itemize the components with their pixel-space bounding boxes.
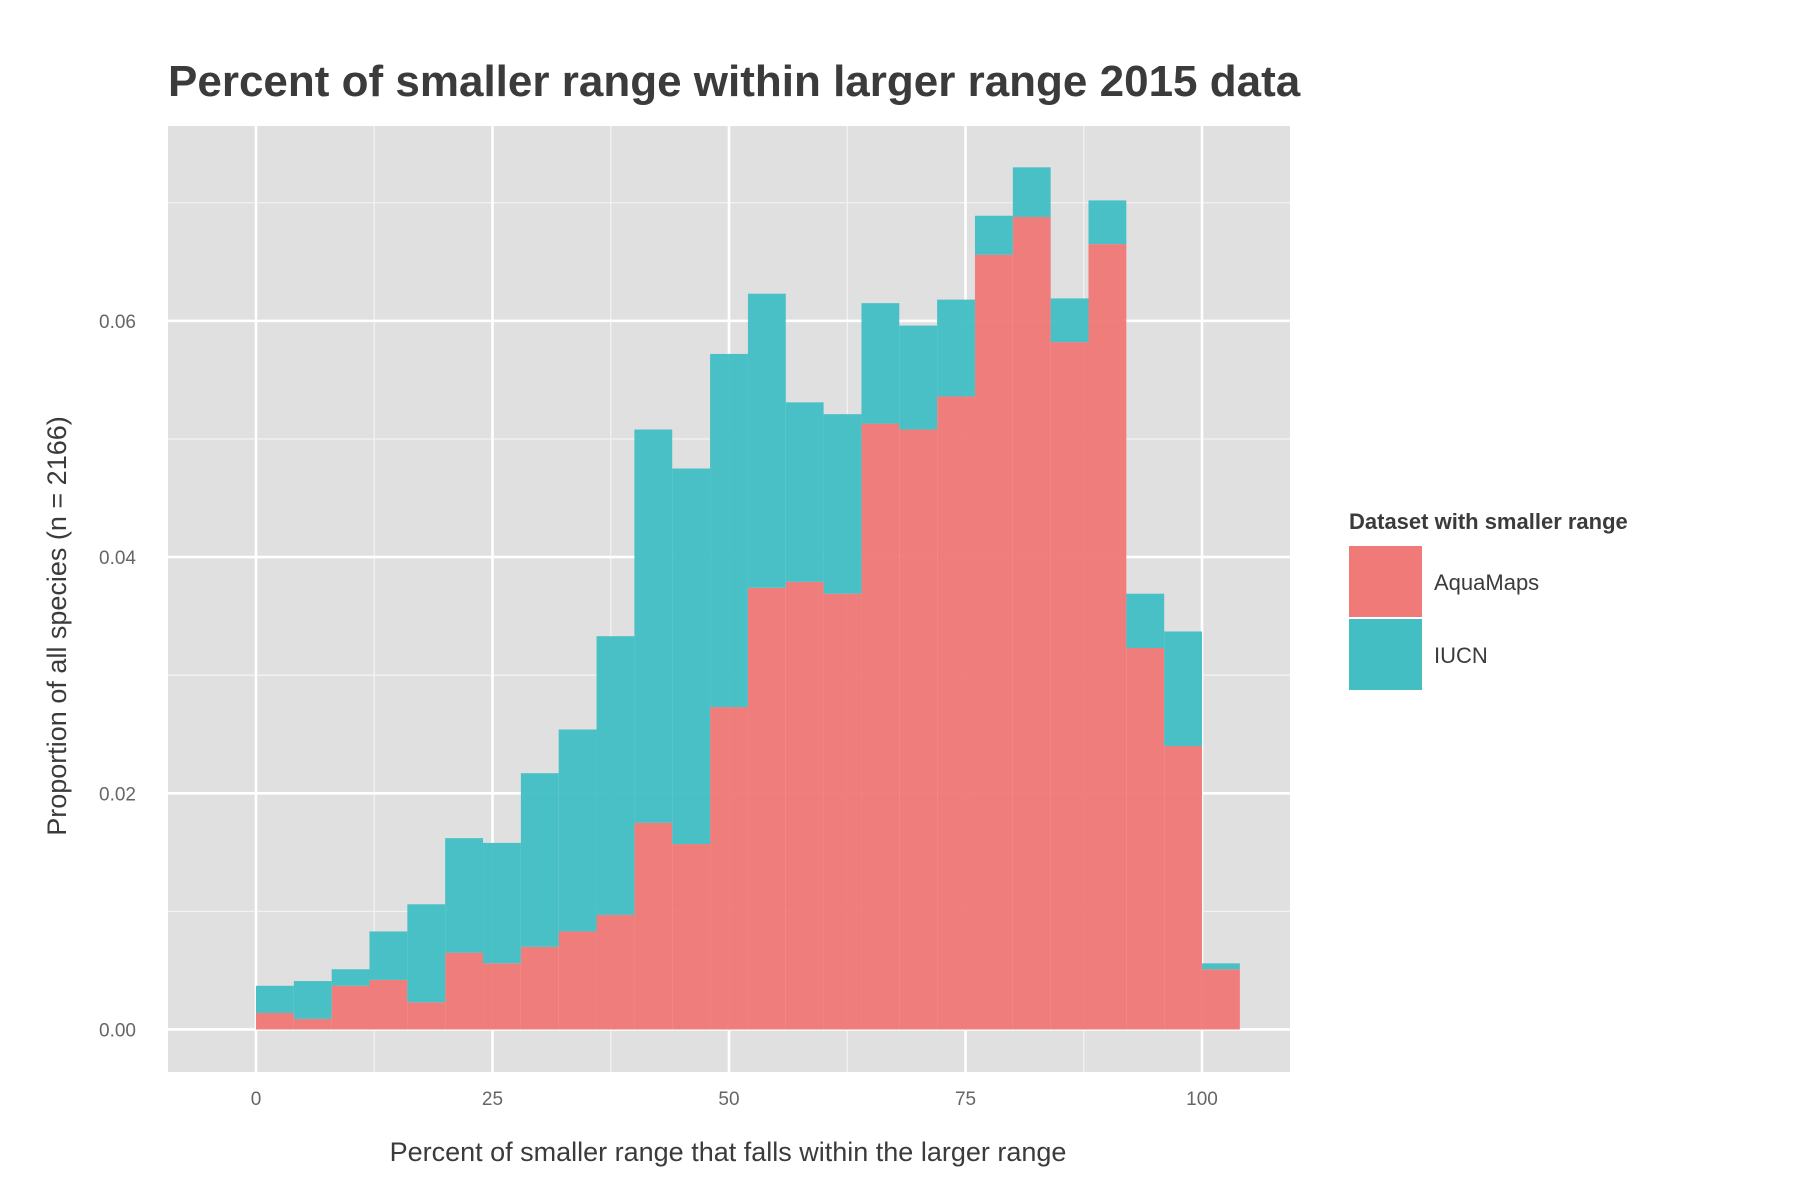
y-tick-label: 0.06 <box>99 312 136 333</box>
bar-aquamaps <box>785 581 824 1030</box>
bar-aquamaps <box>1202 969 1240 1030</box>
bar-iucn <box>520 773 559 947</box>
bar-aquamaps <box>1012 216 1051 1030</box>
bar-iucn <box>1012 167 1051 217</box>
bar-iucn <box>974 215 1013 255</box>
bar-iucn <box>747 293 786 588</box>
bar-aquamaps <box>483 963 521 1030</box>
bar-aquamaps <box>1164 746 1203 1030</box>
bar-aquamaps <box>558 931 597 1030</box>
bars <box>255 167 1240 1030</box>
bar-aquamaps <box>747 587 786 1030</box>
bar-aquamaps <box>1088 244 1127 1030</box>
x-tick-label: 75 <box>955 1089 976 1110</box>
bar-aquamaps <box>672 844 711 1030</box>
bar-aquamaps <box>596 914 635 1030</box>
bar-aquamaps <box>937 396 975 1030</box>
bar-aquamaps <box>899 429 938 1030</box>
x-tick-label: 25 <box>482 1089 503 1110</box>
legend: Dataset with smaller range AquaMaps IUCN <box>1349 509 1628 690</box>
y-axis-ticks: 0.00 0.02 0.04 0.06 <box>99 312 136 1042</box>
bar-aquamaps <box>710 707 748 1030</box>
legend-label-aquamaps: AquaMaps <box>1434 570 1539 595</box>
bar-iucn <box>1050 298 1089 343</box>
y-tick-label: 0.02 <box>99 784 136 805</box>
bar-aquamaps <box>634 822 673 1030</box>
bar-iucn <box>785 402 824 582</box>
bar-aquamaps <box>445 952 484 1030</box>
bar-iucn <box>861 303 900 424</box>
bar-iucn <box>823 414 862 594</box>
y-tick-label: 0.00 <box>99 1020 136 1041</box>
bar-aquamaps <box>1050 342 1089 1030</box>
bar-aquamaps <box>520 946 559 1030</box>
x-tick-label: 100 <box>1186 1089 1218 1110</box>
bar-iucn <box>293 981 332 1019</box>
bar-aquamaps <box>861 423 900 1030</box>
y-tick-label: 0.04 <box>99 548 136 569</box>
bar-iucn <box>331 969 370 986</box>
bar-aquamaps <box>255 1012 294 1030</box>
legend-key-aquamaps <box>1349 546 1422 617</box>
bar-iucn <box>407 904 446 1003</box>
bar-aquamaps <box>331 985 370 1030</box>
legend-key-iucn <box>1349 619 1422 690</box>
bar-aquamaps <box>293 1018 332 1030</box>
y-axis-title: Proportion of all species (n = 2166) <box>42 416 72 836</box>
bar-aquamaps <box>1126 648 1165 1030</box>
bar-iucn <box>1088 200 1127 245</box>
bar-iucn <box>1126 593 1165 649</box>
bar-iucn <box>899 325 938 430</box>
x-tick-label: 50 <box>718 1089 739 1110</box>
bar-iucn <box>710 353 748 708</box>
legend-title: Dataset with smaller range <box>1349 509 1628 534</box>
bar-iucn <box>1164 631 1203 747</box>
bar-iucn <box>937 299 975 397</box>
bar-iucn <box>558 729 597 932</box>
bar-aquamaps <box>974 254 1013 1030</box>
bar-iucn <box>672 468 711 845</box>
x-tick-label: 0 <box>251 1089 262 1110</box>
bar-iucn <box>596 636 635 915</box>
bar-iucn <box>369 931 408 980</box>
bar-iucn <box>1202 963 1240 970</box>
bar-iucn <box>483 842 521 964</box>
chart-title: Percent of smaller range within larger r… <box>168 57 1301 106</box>
bar-iucn <box>255 985 294 1013</box>
bar-aquamaps <box>823 593 862 1030</box>
bar-aquamaps <box>369 979 408 1030</box>
legend-label-iucn: IUCN <box>1434 643 1488 668</box>
bar-iucn <box>634 429 673 823</box>
x-axis-ticks: 0 25 50 75 100 <box>251 1089 1218 1110</box>
bar-iucn <box>445 838 484 953</box>
bar-aquamaps <box>407 1002 446 1030</box>
x-axis-title: Percent of smaller range that falls with… <box>390 1137 1067 1167</box>
